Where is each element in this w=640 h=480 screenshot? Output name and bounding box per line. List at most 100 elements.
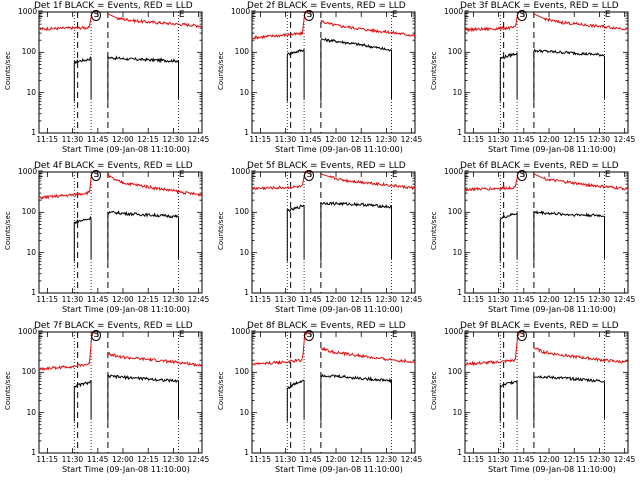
plot-frame	[464, 171, 629, 294]
plot-frame	[251, 171, 416, 294]
x-tick-label: 11:30	[61, 455, 84, 464]
y-tick-label: 10	[452, 407, 462, 417]
y-axis-title: Counts/sec	[4, 211, 12, 250]
marker-label-s: S	[91, 170, 102, 181]
y-tick-label: 1000	[18, 7, 38, 16]
plot-svg	[464, 171, 629, 294]
x-tick-label: 12:45	[187, 455, 210, 464]
marker-label-e: E	[250, 10, 257, 20]
x-tick-label: 12:30	[375, 455, 398, 464]
lld-series-line	[464, 358, 516, 367]
lld-series-line	[533, 173, 629, 191]
panel-det-5f: Det 5f BLACK = Events, RED = LLD E S E 1 10 10…	[213, 160, 426, 320]
x-tick-label: 12:45	[400, 135, 423, 144]
plot-frame	[464, 331, 629, 454]
y-tick-label: 100	[447, 367, 462, 377]
plot-frame	[38, 331, 203, 454]
lld-series-line	[38, 362, 90, 371]
marker-label-e: E	[178, 10, 185, 20]
x-tick-label: 12:30	[375, 135, 398, 144]
panel-det-4f: Det 4f BLACK = Events, RED = LLD E S E 1 10 10…	[0, 160, 213, 320]
y-tick-label: 10	[239, 407, 249, 417]
events-series-line	[533, 210, 605, 262]
marker-label-e: E	[250, 330, 257, 340]
x-tick-label: 11:45	[299, 295, 322, 304]
panel-det-2f: Det 2f BLACK = Events, RED = LLD E S E 1 10 10…	[213, 0, 426, 160]
x-tick-label: 12:30	[588, 135, 611, 144]
y-axis-title: Counts/sec	[217, 371, 225, 410]
marker-label-s: S	[517, 10, 528, 21]
x-tick-label: 11:45	[512, 135, 535, 144]
x-axis-title: Start Time (09-Jan-08 11:10:00)	[62, 305, 190, 314]
y-tick-label: 100	[21, 367, 36, 377]
x-tick-label: 12:30	[162, 135, 185, 144]
lld-series-line	[533, 347, 629, 364]
plot-svg	[251, 331, 416, 454]
x-tick-label: 11:30	[487, 295, 510, 304]
x-tick-label: 11:30	[487, 135, 510, 144]
y-tick-label: 1	[457, 448, 462, 457]
events-series-line	[73, 215, 92, 262]
plot-svg	[464, 331, 629, 454]
y-tick-label: 100	[21, 207, 36, 217]
y-tick-label: 1000	[231, 327, 251, 336]
x-tick-label: 11:15	[249, 135, 272, 144]
lld-series-line	[464, 25, 516, 33]
y-tick-label: 10	[452, 247, 462, 257]
x-tick-label: 11:15	[462, 135, 485, 144]
x-tick-label: 12:45	[613, 455, 636, 464]
events-series-line	[107, 210, 179, 262]
lld-series-line	[464, 185, 516, 192]
panel-det-8f: Det 8f BLACK = Events, RED = LLD E S E 1 10 10…	[213, 320, 426, 480]
events-series-line	[499, 211, 518, 262]
x-tick-label: 11:45	[512, 455, 535, 464]
panel-det-3f: Det 3f BLACK = Events, RED = LLD E S E 1 10 10…	[426, 0, 639, 160]
marker-label-e: E	[250, 170, 257, 180]
plot-svg	[38, 331, 203, 454]
x-tick-label: 11:15	[249, 455, 272, 464]
marker-label-e: E	[463, 170, 470, 180]
events-series-line	[320, 201, 392, 262]
x-tick-label: 12:30	[162, 455, 185, 464]
x-tick-label: 12:00	[538, 135, 560, 144]
x-tick-label: 12:45	[613, 295, 636, 304]
y-tick-label: 100	[234, 47, 249, 57]
events-series-line	[73, 380, 92, 422]
y-tick-label: 1	[31, 128, 36, 137]
marker-label-e: E	[37, 170, 44, 180]
x-tick-label: 12:00	[112, 455, 134, 464]
plot-frame	[251, 11, 416, 134]
panel-title: Det 6f BLACK = Events, RED = LLD	[460, 161, 619, 171]
x-axis-title: Start Time (09-Jan-08 11:10:00)	[275, 465, 403, 474]
events-series-line	[499, 379, 518, 422]
events-series-line	[320, 37, 392, 102]
lld-series-line	[320, 173, 416, 191]
x-axis-title: Start Time (09-Jan-08 11:10:00)	[488, 305, 616, 314]
panel-det-1f: Det 1f BLACK = Events, RED = LLD E S E 1 10 10…	[0, 0, 213, 160]
plot-frame	[38, 171, 203, 294]
marker-label-e: E	[391, 170, 398, 180]
lld-series-line	[320, 346, 416, 364]
x-tick-label: 12:00	[112, 135, 134, 144]
y-tick-label: 1000	[231, 7, 251, 16]
x-tick-label: 12:00	[538, 295, 560, 304]
x-tick-label: 12:15	[137, 295, 159, 304]
marker-label-e: E	[463, 330, 470, 340]
events-series-line	[73, 55, 92, 102]
plot-svg	[38, 11, 203, 134]
y-tick-label: 1	[457, 288, 462, 297]
lld-series-line	[107, 351, 203, 368]
marker-label-e: E	[604, 170, 611, 180]
panel-det-7f: Det 7f BLACK = Events, RED = LLD E S E 1 10 10…	[0, 320, 213, 480]
x-tick-label: 11:30	[274, 455, 297, 464]
x-tick-label: 11:15	[36, 135, 59, 144]
y-tick-label: 1000	[444, 327, 464, 336]
y-axis-title: Counts/sec	[430, 371, 438, 410]
x-tick-label: 12:30	[588, 455, 611, 464]
lld-series-line	[38, 25, 90, 32]
y-tick-label: 10	[239, 87, 249, 97]
y-tick-label: 1	[31, 448, 36, 457]
marker-label-e: E	[37, 10, 44, 20]
y-axis-title: Counts/sec	[4, 51, 12, 90]
y-axis-title: Counts/sec	[430, 211, 438, 250]
